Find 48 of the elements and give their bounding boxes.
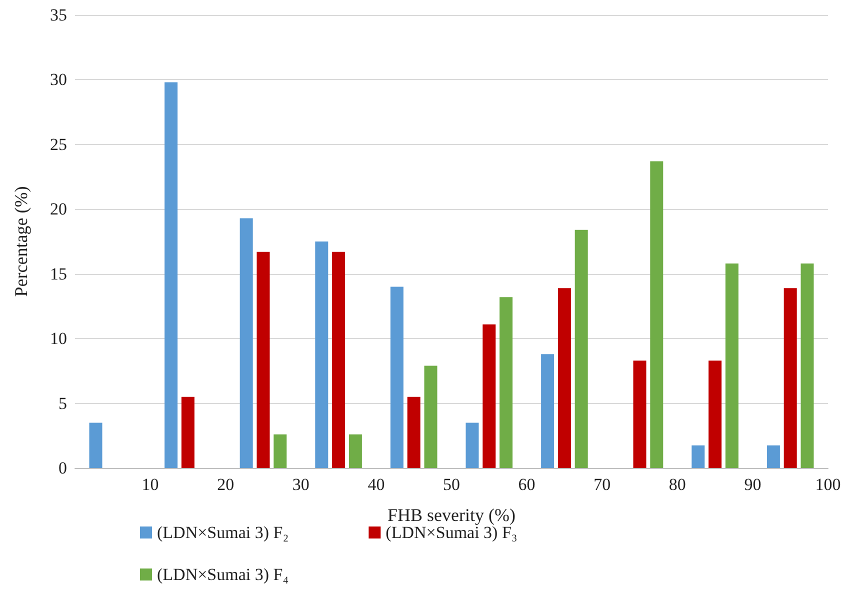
bar — [390, 286, 404, 468]
bar — [633, 360, 646, 468]
bar — [466, 422, 479, 468]
bar — [692, 445, 705, 468]
bar — [725, 264, 738, 468]
bar — [482, 324, 496, 468]
x-tick-label: 70 — [594, 475, 611, 494]
bar — [348, 434, 362, 468]
y-tick-label: 0 — [58, 458, 67, 478]
bar — [407, 396, 420, 468]
y-tick-label: 20 — [50, 200, 67, 219]
x-tick-label: 20 — [217, 475, 234, 494]
bar — [650, 161, 664, 468]
legend-label: (LDN×Sumai 3) F₂ — [157, 523, 289, 542]
bar — [558, 288, 571, 468]
legend-label: (LDN×Sumai 3) F₄ — [157, 565, 289, 584]
x-tick-label: 50 — [443, 475, 460, 494]
bar — [164, 82, 178, 468]
y-tick-label: 35 — [50, 6, 67, 24]
x-tick-label: 80 — [668, 475, 686, 494]
y-tick-label: 30 — [50, 70, 67, 90]
bar — [89, 422, 102, 468]
bar — [708, 360, 722, 468]
y-tick-label: 25 — [50, 134, 67, 154]
bar — [332, 252, 346, 468]
x-tick-label: 100 — [815, 475, 841, 494]
bar — [574, 230, 588, 468]
x-axis-title: FHB severity (%) — [388, 505, 516, 525]
bar — [240, 218, 253, 468]
bar — [256, 252, 270, 468]
bar — [181, 396, 194, 468]
x-tick-label: 40 — [368, 475, 385, 494]
bar — [315, 242, 328, 468]
bar — [541, 354, 554, 468]
y-tick-label: 5 — [58, 394, 67, 413]
y-axis-title: Percentage (%) — [11, 186, 31, 297]
x-tick-label: 30 — [292, 475, 310, 494]
bar — [766, 445, 780, 468]
bar — [424, 366, 438, 468]
x-tick-label: 90 — [744, 475, 762, 494]
y-tick-label: 10 — [50, 329, 67, 348]
x-tick-label: 60 — [518, 475, 536, 494]
bar — [800, 264, 814, 468]
x-tick-label: 10 — [142, 475, 159, 494]
bar — [500, 297, 513, 468]
bar — [274, 434, 287, 468]
bar — [784, 288, 797, 468]
y-tick-label: 15 — [50, 264, 67, 284]
